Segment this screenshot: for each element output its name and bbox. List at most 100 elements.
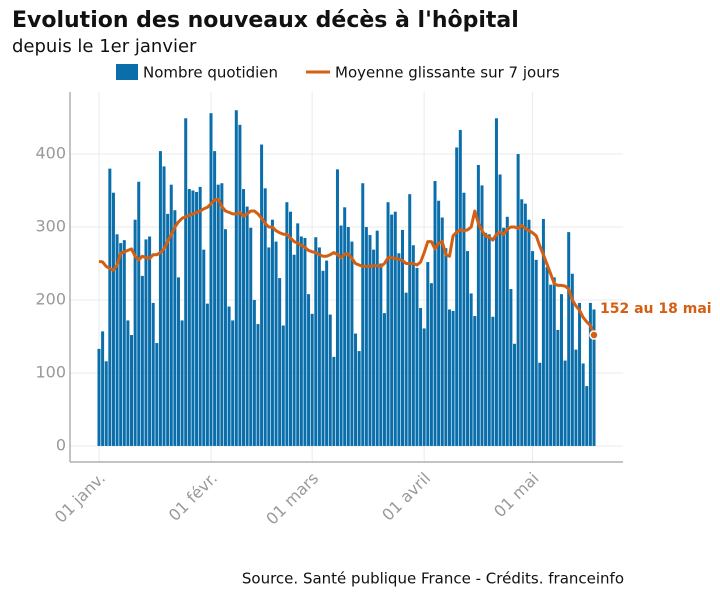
bar <box>274 241 278 446</box>
bar <box>317 247 321 446</box>
bar <box>267 247 271 446</box>
bar <box>476 164 480 446</box>
bar <box>520 199 524 446</box>
bar <box>393 211 397 446</box>
bar <box>462 192 466 446</box>
bar <box>484 232 488 446</box>
bar <box>173 210 177 446</box>
bar <box>126 320 130 446</box>
bar <box>245 206 249 446</box>
bar <box>480 185 484 446</box>
bar <box>451 310 455 446</box>
bar <box>339 225 343 446</box>
bar <box>220 183 224 446</box>
bar <box>343 207 347 446</box>
bar <box>516 154 520 446</box>
legend-label: Nombre quotidien <box>143 64 278 82</box>
bar <box>155 343 159 446</box>
bar <box>270 219 274 446</box>
bar <box>314 237 318 446</box>
x-tick-label: 01 janv. <box>51 469 109 527</box>
bar <box>466 251 470 446</box>
x-tick-label: 01 févr. <box>165 469 221 525</box>
bar <box>509 289 513 446</box>
bar <box>361 183 365 446</box>
bar <box>469 293 473 446</box>
bar <box>440 217 444 446</box>
y-tick-label: 300 <box>35 217 66 236</box>
annotation: 152 au 18 mai <box>600 301 712 317</box>
bar <box>372 249 376 446</box>
bar <box>184 118 188 446</box>
bar <box>527 219 531 446</box>
bar <box>191 190 195 446</box>
bar <box>202 249 206 446</box>
bar <box>158 151 162 446</box>
bar <box>487 234 491 446</box>
bar <box>209 113 213 446</box>
bar <box>101 331 105 446</box>
y-tick-label: 0 <box>56 435 66 454</box>
bar <box>498 174 502 446</box>
bar <box>375 230 379 446</box>
bar <box>581 363 585 446</box>
bar <box>429 283 433 446</box>
bar <box>249 227 253 446</box>
bar <box>534 259 538 446</box>
chart-subtitle: depuis le 1er janvier <box>12 36 197 57</box>
bar <box>285 202 289 446</box>
bar <box>187 189 191 446</box>
bar <box>111 192 115 446</box>
bar <box>328 314 332 446</box>
bar <box>180 320 184 446</box>
bar <box>505 216 509 446</box>
bar <box>256 324 260 446</box>
bar <box>354 333 358 446</box>
bar <box>260 144 264 446</box>
bar <box>458 129 462 446</box>
legend-label: Moyenne glissante sur 7 jours <box>335 64 560 82</box>
bar <box>426 262 430 446</box>
bar <box>404 292 408 446</box>
y-tick-label: 100 <box>35 362 66 381</box>
bar <box>494 118 498 446</box>
bar <box>231 320 235 446</box>
bar <box>281 325 285 446</box>
bar <box>223 229 227 446</box>
bar <box>162 166 166 446</box>
bar <box>321 270 325 446</box>
bar <box>502 227 506 446</box>
bar <box>397 253 401 446</box>
bar <box>303 237 307 446</box>
bar <box>563 360 567 446</box>
bar <box>238 124 242 446</box>
bar <box>419 308 423 446</box>
bar <box>390 214 394 446</box>
bar <box>549 284 553 446</box>
x-tick-label: 01 mars <box>262 469 322 529</box>
bar <box>278 278 282 446</box>
bar <box>455 147 459 446</box>
bar <box>447 309 451 446</box>
bar <box>144 239 148 446</box>
bar <box>538 362 542 446</box>
y-tick-label: 400 <box>35 144 66 163</box>
bar <box>513 343 517 446</box>
bar <box>357 351 361 446</box>
bar <box>411 245 415 446</box>
bar <box>556 329 560 446</box>
bar <box>130 335 134 446</box>
bar <box>408 194 412 446</box>
bar <box>401 229 405 446</box>
bar <box>531 251 535 446</box>
bar <box>473 316 477 446</box>
bar <box>570 273 574 446</box>
bar <box>216 184 220 446</box>
bar <box>350 241 354 446</box>
bar <box>437 200 441 446</box>
bar <box>332 356 336 446</box>
bar <box>227 306 231 446</box>
bar <box>115 234 119 446</box>
bar <box>541 218 545 446</box>
